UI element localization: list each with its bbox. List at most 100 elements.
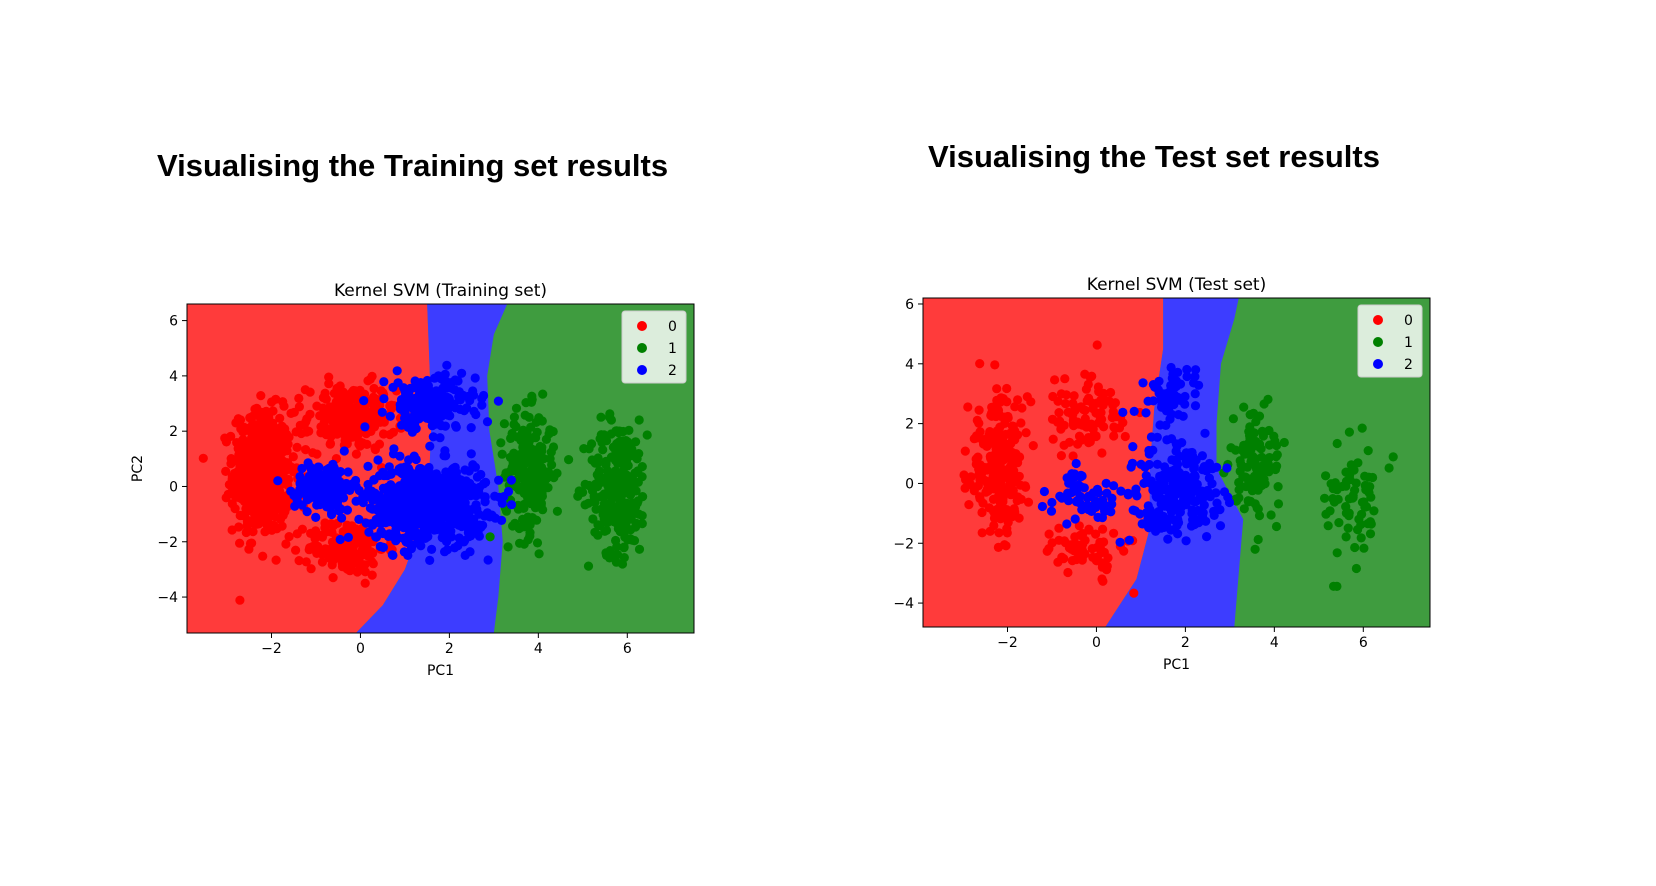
scatter-point-class-0 (256, 501, 266, 511)
scatter-point-class-2 (378, 467, 388, 477)
scatter-point-class-0 (995, 514, 1006, 524)
legend-label: 0 (1404, 313, 1413, 329)
scatter-point-class-0 (248, 434, 258, 444)
x-tick-label: 6 (1359, 635, 1368, 651)
scatter-point-class-2 (364, 527, 374, 537)
scatter-point-class-1 (590, 527, 600, 537)
scatter-point-class-0 (1092, 340, 1102, 350)
scatter-point-class-0 (265, 460, 275, 470)
scatter-point-class-0 (335, 400, 345, 411)
scatter-point-class-0 (1129, 588, 1139, 598)
scatter-point-class-2 (1128, 442, 1138, 452)
scatter-point-class-0 (977, 528, 987, 538)
scatter-point-class-0 (241, 527, 251, 538)
scatter-point-class-2 (1127, 458, 1138, 468)
scatter-point-class-2 (1118, 407, 1128, 417)
scatter-point-class-2 (1130, 506, 1140, 516)
scatter-point-class-0 (221, 466, 231, 476)
scatter-point-class-0 (294, 556, 304, 566)
scatter-point-class-0 (284, 532, 294, 542)
scatter-point-class-0 (964, 500, 974, 510)
scatter-point-class-0 (329, 427, 339, 437)
scatter-point-class-0 (271, 494, 281, 504)
scatter-point-class-0 (1081, 384, 1091, 394)
scatter-point-class-2 (1189, 484, 1200, 495)
scatter-point-class-2 (1181, 485, 1191, 495)
scatter-point-class-0 (1075, 530, 1085, 541)
scatter-point-class-0 (271, 555, 281, 565)
scatter-point-class-2 (1115, 537, 1125, 547)
scatter-point-class-0 (367, 371, 377, 381)
scatter-point-class-0 (1010, 426, 1020, 436)
scatter-point-class-1 (621, 484, 631, 494)
scatter-point-class-2 (1181, 536, 1191, 546)
scatter-point-class-0 (299, 420, 309, 430)
scatter-point-class-2 (1090, 499, 1100, 509)
scatter-point-class-0 (244, 544, 254, 554)
scatter-point-class-0 (270, 511, 280, 522)
scatter-point-class-0 (1042, 546, 1052, 556)
scatter-point-class-0 (320, 523, 330, 533)
scatter-point-class-0 (257, 456, 267, 467)
scatter-point-class-0 (978, 498, 988, 508)
scatter-point-class-1 (497, 449, 507, 459)
scatter-point-class-1 (1259, 399, 1269, 409)
scatter-point-class-2 (1202, 532, 1212, 542)
scatter-point-class-0 (250, 404, 260, 414)
scatter-point-class-1 (1365, 529, 1376, 539)
x-tick-label: 4 (1270, 635, 1279, 651)
scatter-point-class-0 (234, 466, 244, 476)
scatter-point-class-0 (316, 428, 326, 438)
scatter-point-class-2 (1173, 518, 1184, 528)
scatter-point-class-2 (1171, 472, 1182, 482)
scatter-point-class-0 (277, 521, 287, 531)
scatter-point-class-1 (587, 439, 597, 449)
scatter-point-class-0 (369, 422, 380, 432)
scatter-point-class-0 (1061, 390, 1071, 400)
scatter-point-class-2 (1166, 385, 1176, 396)
scatter-point-class-2 (1190, 389, 1200, 399)
scatter-point-class-1 (1356, 533, 1366, 543)
scatter-point-class-0 (281, 539, 291, 549)
scatter-point-class-0 (235, 595, 245, 605)
scatter-point-class-0 (267, 450, 277, 460)
scatter-point-class-0 (1093, 382, 1103, 392)
scatter-point-class-1 (609, 550, 619, 561)
scatter-point-class-0 (337, 420, 347, 430)
scatter-point-class-0 (254, 491, 264, 501)
scatter-point-class-2 (1200, 428, 1210, 438)
scatter-point-class-1 (638, 492, 648, 502)
scatter-point-class-1 (600, 526, 610, 536)
scatter-point-class-0 (969, 486, 979, 496)
scatter-point-class-0 (1022, 392, 1032, 402)
legend-label: 2 (1404, 357, 1413, 373)
scatter-point-class-0 (324, 372, 334, 382)
scatter-point-class-1 (1272, 461, 1282, 471)
scatter-point-class-1 (1234, 493, 1244, 503)
scatter-point-class-0 (1071, 543, 1081, 553)
scatter-point-class-0 (975, 359, 985, 369)
scatter-point-class-0 (1107, 412, 1117, 423)
scatter-point-class-0 (340, 553, 350, 564)
scatter-point-class-1 (583, 498, 594, 508)
scatter-point-class-0 (350, 549, 360, 559)
scatter-point-class-2 (1184, 475, 1194, 485)
scatter-point-class-0 (252, 445, 262, 455)
scatter-point-class-1 (520, 410, 530, 420)
scatter-point-class-1 (527, 473, 537, 483)
scatter-point-class-0 (369, 414, 379, 424)
scatter-point-class-1 (583, 561, 594, 571)
scatter-point-class-0 (1079, 405, 1089, 415)
scatter-point-class-0 (291, 427, 301, 437)
scatter-point-class-0 (1054, 523, 1064, 533)
scatter-point-class-2 (1130, 488, 1140, 498)
scatter-point-class-0 (279, 401, 289, 411)
scatter-point-class-1 (525, 445, 535, 455)
scatter-point-class-1 (1329, 497, 1339, 507)
scatter-point-class-1 (539, 483, 549, 493)
scatter-point-class-0 (301, 445, 311, 455)
scatter-point-class-2 (1138, 378, 1148, 388)
scatter-point-class-2 (1181, 459, 1192, 469)
scatter-point-class-2 (335, 534, 345, 545)
scatter-point-class-0 (360, 567, 370, 577)
